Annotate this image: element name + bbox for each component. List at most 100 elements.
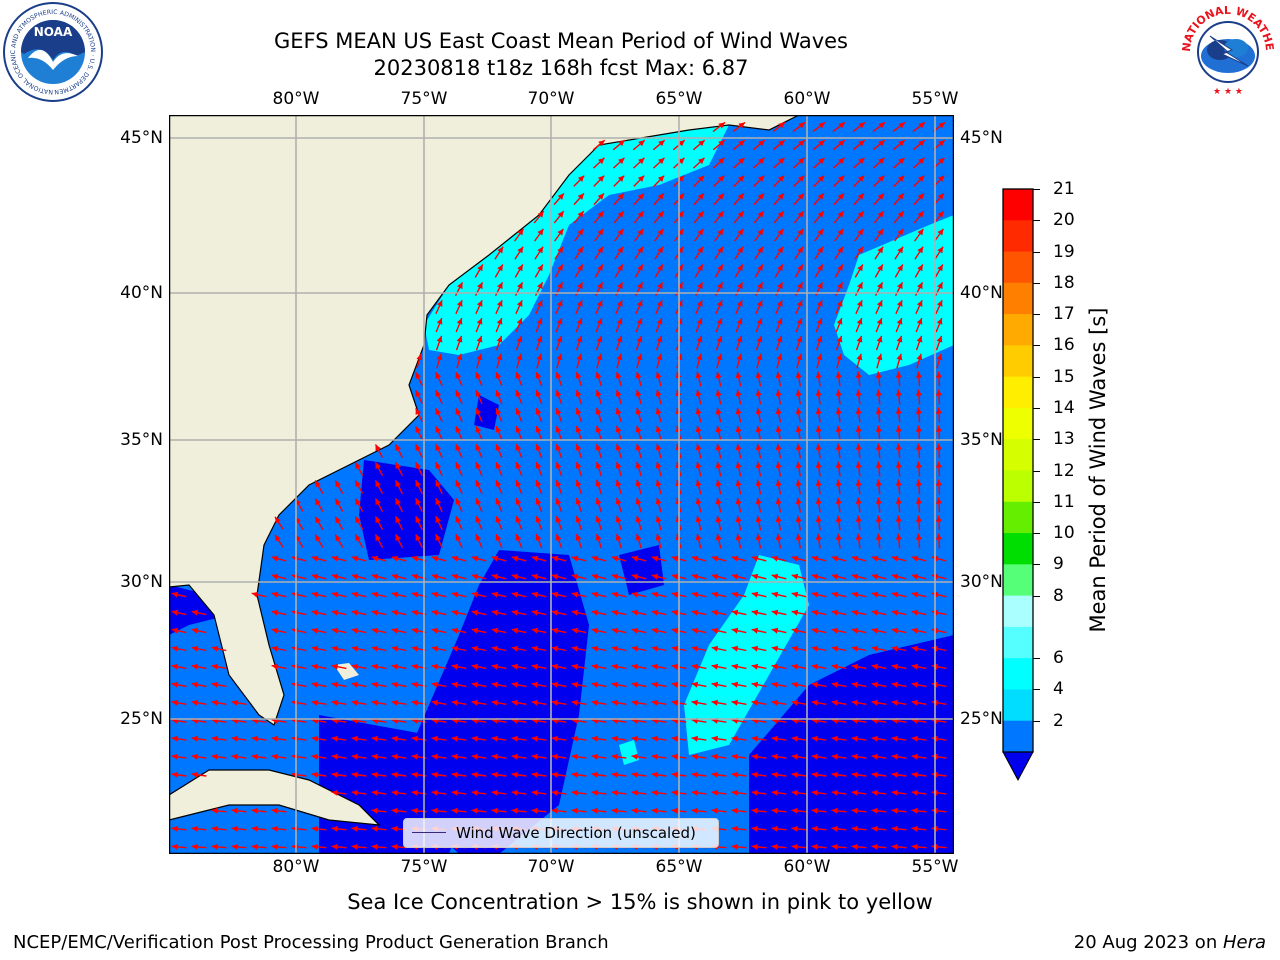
wind-wave-arrowhead [856,335,863,343]
wind-wave-arrowhead [691,807,698,814]
wind-wave-arrowhead [857,264,863,272]
wind-wave-arrowhead [531,735,538,742]
wind-wave-arrowhead [711,573,719,580]
wind-wave-arrowhead [755,443,762,451]
wind-wave-arrowhead [471,555,479,562]
wind-wave-arrowhead [575,533,582,541]
wind-wave-arrowhead [551,771,558,778]
wind-wave-arrowhead [638,157,645,165]
wind-wave-arrowhead [935,533,942,540]
wind-wave-arrowhead [796,300,803,307]
wind-wave-arrowhead [271,825,278,832]
wind-wave-arrowhead [858,122,865,129]
wind-wave-arrowhead [696,300,703,307]
wind-wave-arrowhead [551,807,558,814]
colorbar-tick-label: 6 [1053,648,1064,669]
wind-wave-arrowhead [871,789,878,796]
wind-wave-arrowhead [815,389,822,396]
wind-wave-arrowhead [871,681,879,688]
wind-wave-arrowhead [491,735,498,742]
wind-wave-arrowhead [371,681,379,688]
wind-wave-arrowhead [395,498,401,505]
wind-wave-arrowhead [497,282,503,290]
wind-wave-arrowhead [315,480,321,488]
wind-wave-arrowhead [778,122,785,129]
wind-wave-arrowhead [457,282,463,290]
wind-wave-arrowhead [896,318,903,325]
wind-wave-arrowhead [471,753,478,760]
wind-wave-arrowhead [831,627,839,634]
wind-wave-arrowhead [897,264,903,272]
wind-wave-arrowhead [936,300,943,307]
axis-tick-label: 30°N [120,572,163,592]
wind-wave-arrowhead [571,735,578,742]
wind-wave-arrowhead [635,461,642,469]
wind-wave-arrowhead [531,573,539,580]
wind-wave-arrowhead [751,555,759,562]
colorbar-segment [1003,282,1033,315]
wind-wave-arrowhead [611,681,619,688]
wind-wave-arrowhead [791,735,798,742]
wind-wave-arrowhead [616,318,623,325]
wind-wave-arrowhead [818,140,825,147]
wind-wave-arrowhead [817,282,823,290]
wind-wave-arrowhead [571,627,579,634]
wind-wave-arrowhead [596,335,603,343]
wind-wave-arrowhead [595,389,602,397]
wind-wave-arrowhead [757,246,764,254]
wind-wave-arrowhead [597,211,604,218]
wind-wave-arrowhead [391,663,399,670]
wind-wave-arrowhead [535,408,542,415]
wind-wave-arrowhead [671,645,679,652]
wind-wave-arrowhead [791,699,798,706]
wind-wave-arrowhead [655,515,662,523]
wind-wave-arrowhead [611,771,618,778]
wind-wave-arrowhead [831,591,839,598]
wind-wave-arrowhead [171,645,179,652]
wind-wave-arrowhead [716,353,723,361]
wind-wave-arrowhead [351,645,359,652]
wind-wave-arrowhead [335,480,341,488]
wind-wave-arrowhead [431,645,439,652]
wind-wave-arrowhead [475,534,482,541]
wind-wave-arrowhead [755,371,762,379]
wind-wave-arrowhead [916,318,923,325]
wind-wave-arrowhead [616,300,623,307]
wind-wave-arrowhead [811,681,819,688]
wind-wave-arrowhead [451,681,459,688]
wind-wave-arrowhead [811,573,819,580]
wind-wave-arrowhead [918,140,925,147]
wind-wave-arrowhead [597,264,603,272]
wind-wave-arrowhead [315,516,321,524]
wind-wave-arrowhead [711,663,719,670]
wind-wave-arrowhead [731,789,738,796]
wind-wave-arrowhead [515,444,522,451]
wind-wave-arrowhead [497,264,503,272]
wind-wave-arrowhead [495,408,502,415]
wind-wave-arrowhead [475,480,482,487]
wind-wave-arrowhead [651,591,659,598]
wind-wave-arrowhead [835,371,842,378]
wind-wave-arrowhead [375,516,381,524]
wind-wave-arrowhead [555,390,562,397]
wind-wave-arrowhead [771,789,778,796]
wind-wave-arrowhead [871,573,879,580]
wind-wave-arrowhead [371,735,378,742]
wind-wave-arrowhead [371,573,379,580]
wind-wave-arrowhead [496,300,503,307]
wind-wave-arrowhead [571,789,578,796]
wind-wave-arrowhead [775,533,782,541]
wind-wave-arrowhead [938,122,945,129]
wind-wave-arrowhead [555,480,562,487]
wind-wave-arrowhead [535,498,542,505]
wind-wave-arrowhead [795,497,802,504]
wind-wave-arrowhead [695,533,702,541]
wind-wave-arrowhead [456,353,463,361]
wind-wave-arrowhead [415,390,421,397]
wind-wave-arrowhead [877,264,883,272]
wind-wave-arrowhead [391,609,399,616]
axis-tick-label: 40°N [120,283,163,303]
wind-wave-arrowhead [495,534,502,541]
axis-tick-label: 80°W [272,857,320,877]
wind-wave-arrowhead [611,735,618,742]
